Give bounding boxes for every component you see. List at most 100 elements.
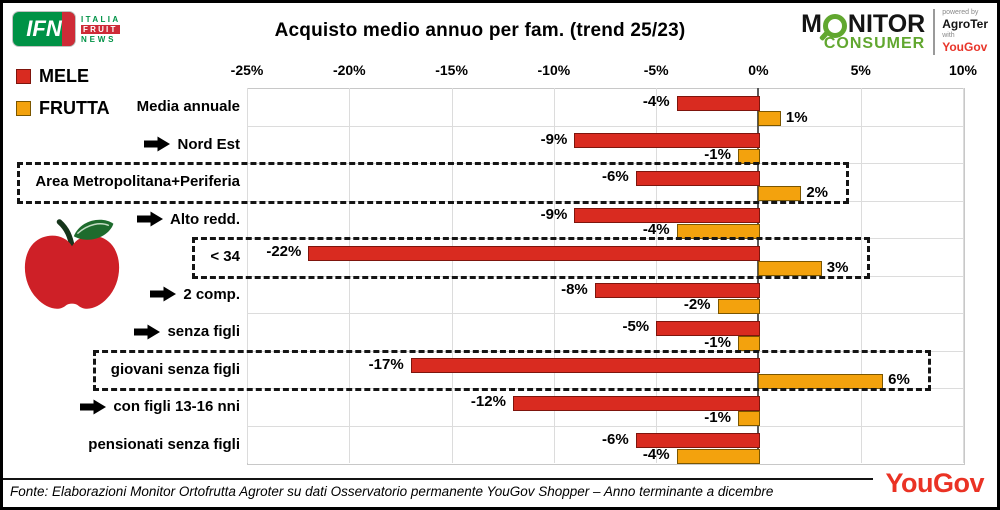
bar-value-label: 2%	[806, 183, 829, 201]
ifn-logo-text: IFN	[26, 16, 62, 41]
arrow-right-icon	[80, 399, 107, 415]
yougov-logo: YouGov	[885, 468, 984, 498]
bar-value-label: 1%	[785, 108, 808, 126]
category-label: pensionati senza figli	[8, 426, 240, 464]
axis-tick-label: -25%	[230, 62, 264, 78]
category-label: Alto redd.	[8, 201, 240, 239]
bar-value-label: 6%	[888, 371, 910, 388]
bar-value-label: -5%	[622, 318, 650, 335]
axis-tick-label: -15%	[435, 62, 468, 78]
category-label: 2 comp.	[8, 276, 240, 314]
monitor-consumer-logo: M NITOR CONSUMER powered by AgroTer with…	[801, 9, 988, 55]
powered-by-label: powered by	[942, 9, 979, 16]
arrow-right-icon	[134, 324, 161, 340]
bar-value-label: -1%	[704, 333, 731, 351]
with-label: with	[942, 31, 955, 39]
bar-value-label: -22%	[266, 243, 302, 260]
category-label: Area Metropolitana+Periferia	[8, 163, 240, 201]
bar-frutta	[758, 186, 802, 201]
bar-mele	[635, 170, 761, 186]
axis-tick-label: 5%	[850, 62, 871, 78]
yougov-small-label: YouGov	[942, 40, 988, 55]
highlight-box	[93, 349, 932, 391]
ifn-logo-wordmark: ITALIA FRUIT NEWS	[81, 15, 121, 44]
bar-frutta	[676, 448, 761, 464]
apple-stem	[56, 219, 75, 249]
bar-value-label: -4%	[642, 446, 670, 463]
bar-value-label: 3%	[826, 258, 849, 276]
grid-line-horizontal	[247, 425, 963, 427]
legend-item-frutta: FRUTTA	[16, 98, 110, 119]
apple-leaf	[73, 219, 114, 240]
bar-frutta	[758, 261, 822, 276]
bar-value-label: -4%	[642, 221, 670, 238]
axis-tick-label: -20%	[332, 62, 366, 78]
bar-mele	[594, 283, 761, 298]
category-label-text: Media annuale	[136, 98, 240, 116]
apple-body	[24, 235, 120, 309]
bar-mele	[410, 358, 761, 373]
legend-label-frutta: FRUTTA	[39, 98, 110, 118]
bar-value-label: -9%	[540, 130, 568, 148]
category-label-text: con figli 13-16 nni	[113, 398, 240, 416]
category-label: con figli 13-16 nni	[8, 388, 240, 426]
magnifier-icon	[822, 13, 847, 38]
category-label-text: Alto redd.	[170, 210, 240, 228]
highlight-box	[17, 162, 850, 204]
category-label: Nord Est	[8, 126, 240, 164]
bar-value-label: -1%	[704, 146, 731, 163]
footer-divider	[3, 478, 873, 480]
bar-value-label: -6%	[602, 168, 629, 185]
highlight-box	[192, 237, 870, 279]
arrow-right-icon	[150, 286, 177, 302]
consumer-wordmark: CONSUMER	[823, 35, 926, 53]
mele-swatch	[16, 69, 31, 84]
bar-mele	[676, 95, 761, 111]
bar-frutta	[737, 411, 761, 426]
agroter-label: AgroTer	[942, 17, 988, 32]
bar-mele	[635, 433, 761, 448]
ifn-italia-label: ITALIA	[81, 14, 121, 24]
ifn-news-label: NEWS	[81, 34, 117, 44]
bar-value-label: -2%	[683, 296, 711, 313]
bar-value-label: -8%	[561, 280, 588, 298]
bar-value-label: -4%	[642, 93, 670, 110]
category-label-text: giovani senza figli	[110, 360, 240, 378]
category-label: senza figli	[8, 313, 240, 351]
bar-frutta	[758, 111, 781, 126]
monitor-wordmark: M NITOR	[801, 10, 925, 39]
bar-frutta	[758, 373, 884, 389]
grid-line-horizontal	[247, 313, 963, 314]
source-note: Fonte: Elaborazioni Monitor Ortofrutta A…	[10, 484, 774, 499]
category-label: < 34	[8, 238, 240, 276]
bar-mele	[574, 208, 761, 223]
monitor-consumer-wordmark: M NITOR CONSUMER	[801, 10, 925, 53]
arrow-right-icon	[137, 211, 163, 227]
category-label-text: Area Metropolitana+Periferia	[35, 173, 240, 191]
chart-title: Acquisto medio annuo per fam. (trend 25/…	[274, 20, 686, 41]
category-label-text: senza figli	[167, 323, 240, 341]
bar-mele	[512, 395, 761, 411]
bar-mele	[574, 133, 761, 148]
monitor-word-right: NITOR	[847, 10, 926, 39]
axis-tick-label: 10%	[948, 62, 978, 78]
monitor-word-left: M	[801, 10, 822, 39]
category-label-text: 2 comp.	[183, 285, 240, 303]
grid-line-horizontal	[247, 125, 963, 127]
axis-tick-label: -10%	[537, 62, 571, 78]
bar-mele	[308, 245, 761, 261]
category-label-text: pensionati senza figli	[88, 435, 240, 453]
legend-label-mele: MELE	[39, 66, 90, 86]
frutta-swatch	[16, 101, 31, 116]
ifn-fruit-label: FRUIT	[81, 24, 120, 34]
bar-frutta	[717, 298, 761, 314]
bar-value-label: -9%	[540, 205, 568, 223]
axis-tick-label: 0%	[748, 62, 769, 78]
bar-value-label: -1%	[704, 408, 731, 426]
category-label-text: < 34	[210, 248, 240, 266]
category-label: Media annuale	[8, 88, 240, 126]
grid-line-vertical	[963, 88, 964, 463]
bar-value-label: -17%	[368, 355, 404, 373]
axis-tick-label: -5%	[643, 62, 669, 78]
category-label-text: Nord Est	[177, 135, 240, 153]
